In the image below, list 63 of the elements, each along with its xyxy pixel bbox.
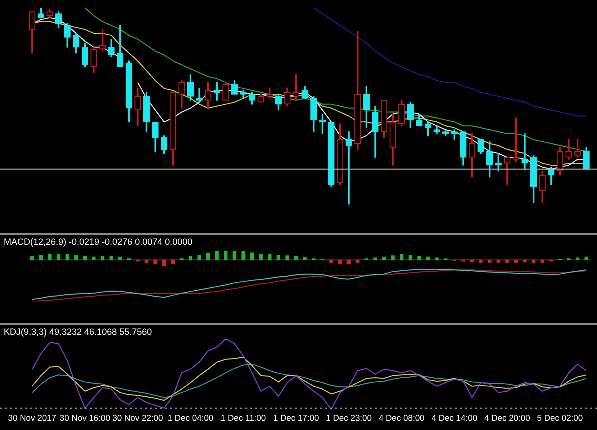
x-tick-label: 1 Dec 17:00 xyxy=(273,413,320,424)
bar xyxy=(188,256,193,260)
candlestick xyxy=(522,134,528,170)
bar xyxy=(330,260,334,264)
bar xyxy=(294,256,298,260)
bar xyxy=(435,258,439,260)
bar xyxy=(276,255,281,260)
bar xyxy=(92,256,96,260)
bar xyxy=(74,255,78,260)
x-tick-label: 30 Nov 2017 xyxy=(8,413,57,424)
bar xyxy=(400,254,404,260)
bar xyxy=(479,260,483,263)
bar xyxy=(426,256,430,260)
bar xyxy=(506,260,510,263)
x-tick-label: 1 Dec 23:00 xyxy=(326,413,372,424)
bar xyxy=(576,258,580,260)
bar xyxy=(532,260,536,263)
bar xyxy=(83,256,88,260)
bar xyxy=(232,251,237,260)
bar xyxy=(48,254,52,260)
x-tick-label: 30 Nov 16:00 xyxy=(60,413,111,424)
bar xyxy=(224,251,228,260)
bar xyxy=(162,260,166,266)
x-tick-label: 5 Dec 02:00 xyxy=(537,413,584,424)
bar xyxy=(496,260,500,263)
bar xyxy=(250,252,254,260)
candlestick xyxy=(196,88,203,103)
bar xyxy=(39,255,44,260)
bar xyxy=(154,260,158,264)
x-tick-label: 4 Dec 14:00 xyxy=(432,413,478,424)
bar xyxy=(488,260,492,263)
bar xyxy=(198,255,202,260)
bar xyxy=(408,255,412,260)
bar xyxy=(66,254,70,260)
bar xyxy=(540,260,544,263)
bar xyxy=(110,256,114,260)
bar xyxy=(100,256,105,260)
bar xyxy=(56,254,61,260)
bar xyxy=(418,256,422,260)
bar xyxy=(30,256,34,260)
x-tick-label: 4 Dec 08:00 xyxy=(378,413,426,424)
text: MACD(12,26,9) -0.0219 -0.0276 0.0074 0.0000 xyxy=(4,236,193,247)
bar xyxy=(584,256,588,260)
bar xyxy=(303,257,307,260)
bar xyxy=(391,256,395,260)
bar xyxy=(286,256,290,260)
bar xyxy=(118,256,122,260)
x-tick-label: 30 Nov 22:00 xyxy=(112,413,164,424)
x-tick-label: 1 Dec 11:00 xyxy=(220,413,266,424)
bar xyxy=(382,256,386,260)
bar xyxy=(514,260,518,263)
bar xyxy=(215,252,219,260)
bar xyxy=(144,260,149,263)
text: KDJ(9,3,3) 49.3232 46.1068 55.7560 xyxy=(4,326,152,337)
bar xyxy=(206,253,210,260)
bar xyxy=(259,254,263,260)
bar xyxy=(523,260,527,263)
bar xyxy=(242,252,246,260)
bar xyxy=(374,258,378,260)
bar xyxy=(356,260,360,263)
bar xyxy=(268,254,272,260)
x-tick-label: 1 Dec 04:00 xyxy=(168,413,214,424)
x-tick-label: 4 Dec 20:00 xyxy=(484,413,531,424)
